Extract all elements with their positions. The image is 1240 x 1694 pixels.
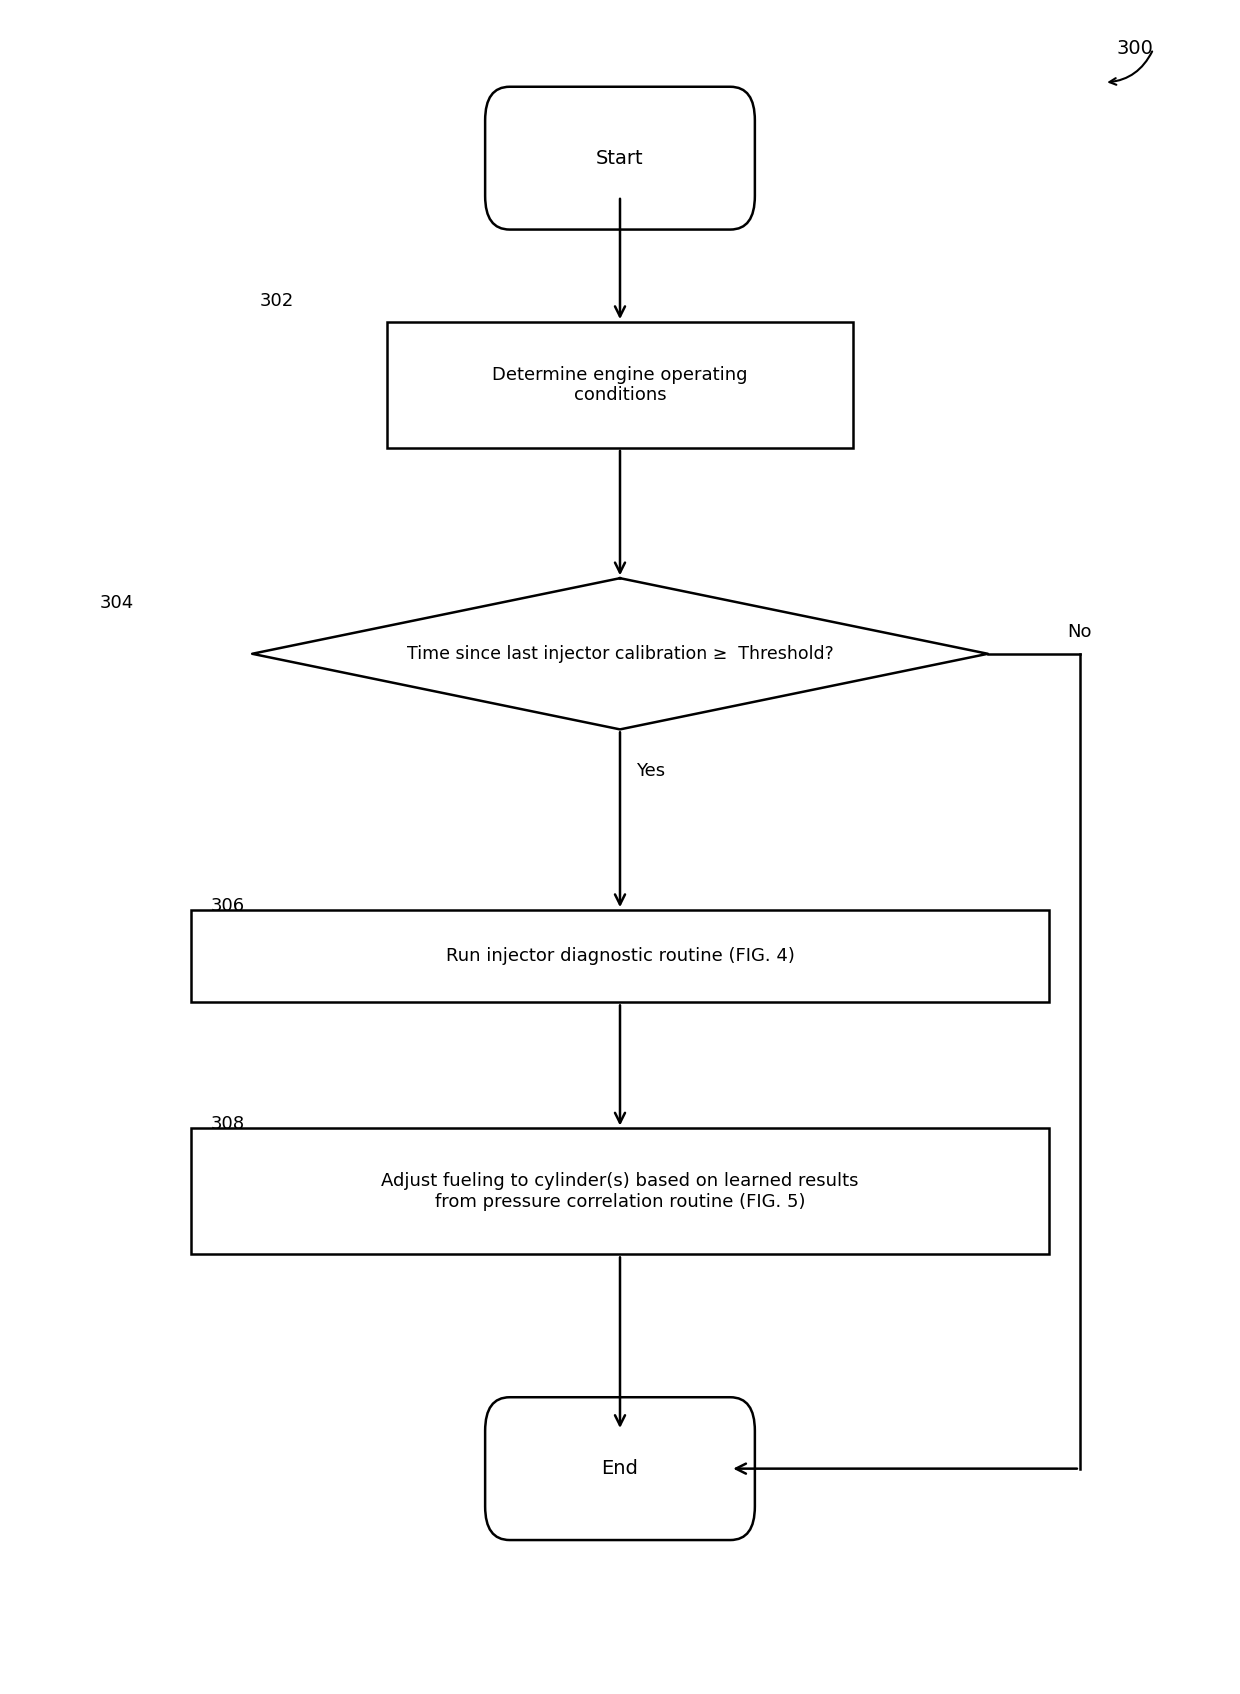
Text: End: End — [601, 1459, 639, 1479]
FancyBboxPatch shape — [191, 1128, 1049, 1255]
Text: 308: 308 — [211, 1115, 244, 1133]
Text: Yes: Yes — [636, 762, 665, 781]
FancyBboxPatch shape — [485, 1398, 755, 1540]
Text: No: No — [1068, 623, 1092, 640]
Text: Adjust fueling to cylinder(s) based on learned results
from pressure correlation: Adjust fueling to cylinder(s) based on l… — [381, 1172, 859, 1211]
FancyBboxPatch shape — [191, 910, 1049, 1003]
Text: 300: 300 — [1116, 39, 1153, 59]
Polygon shape — [252, 578, 988, 730]
Text: Time since last injector calibration ≥  Threshold?: Time since last injector calibration ≥ T… — [407, 645, 833, 662]
Text: 302: 302 — [259, 291, 294, 310]
FancyBboxPatch shape — [485, 86, 755, 230]
Text: 306: 306 — [211, 896, 244, 915]
Text: Determine engine operating
conditions: Determine engine operating conditions — [492, 366, 748, 405]
Text: Start: Start — [596, 149, 644, 168]
Text: 304: 304 — [100, 595, 134, 613]
Text: Run injector diagnostic routine (FIG. 4): Run injector diagnostic routine (FIG. 4) — [445, 947, 795, 966]
FancyBboxPatch shape — [387, 322, 853, 447]
